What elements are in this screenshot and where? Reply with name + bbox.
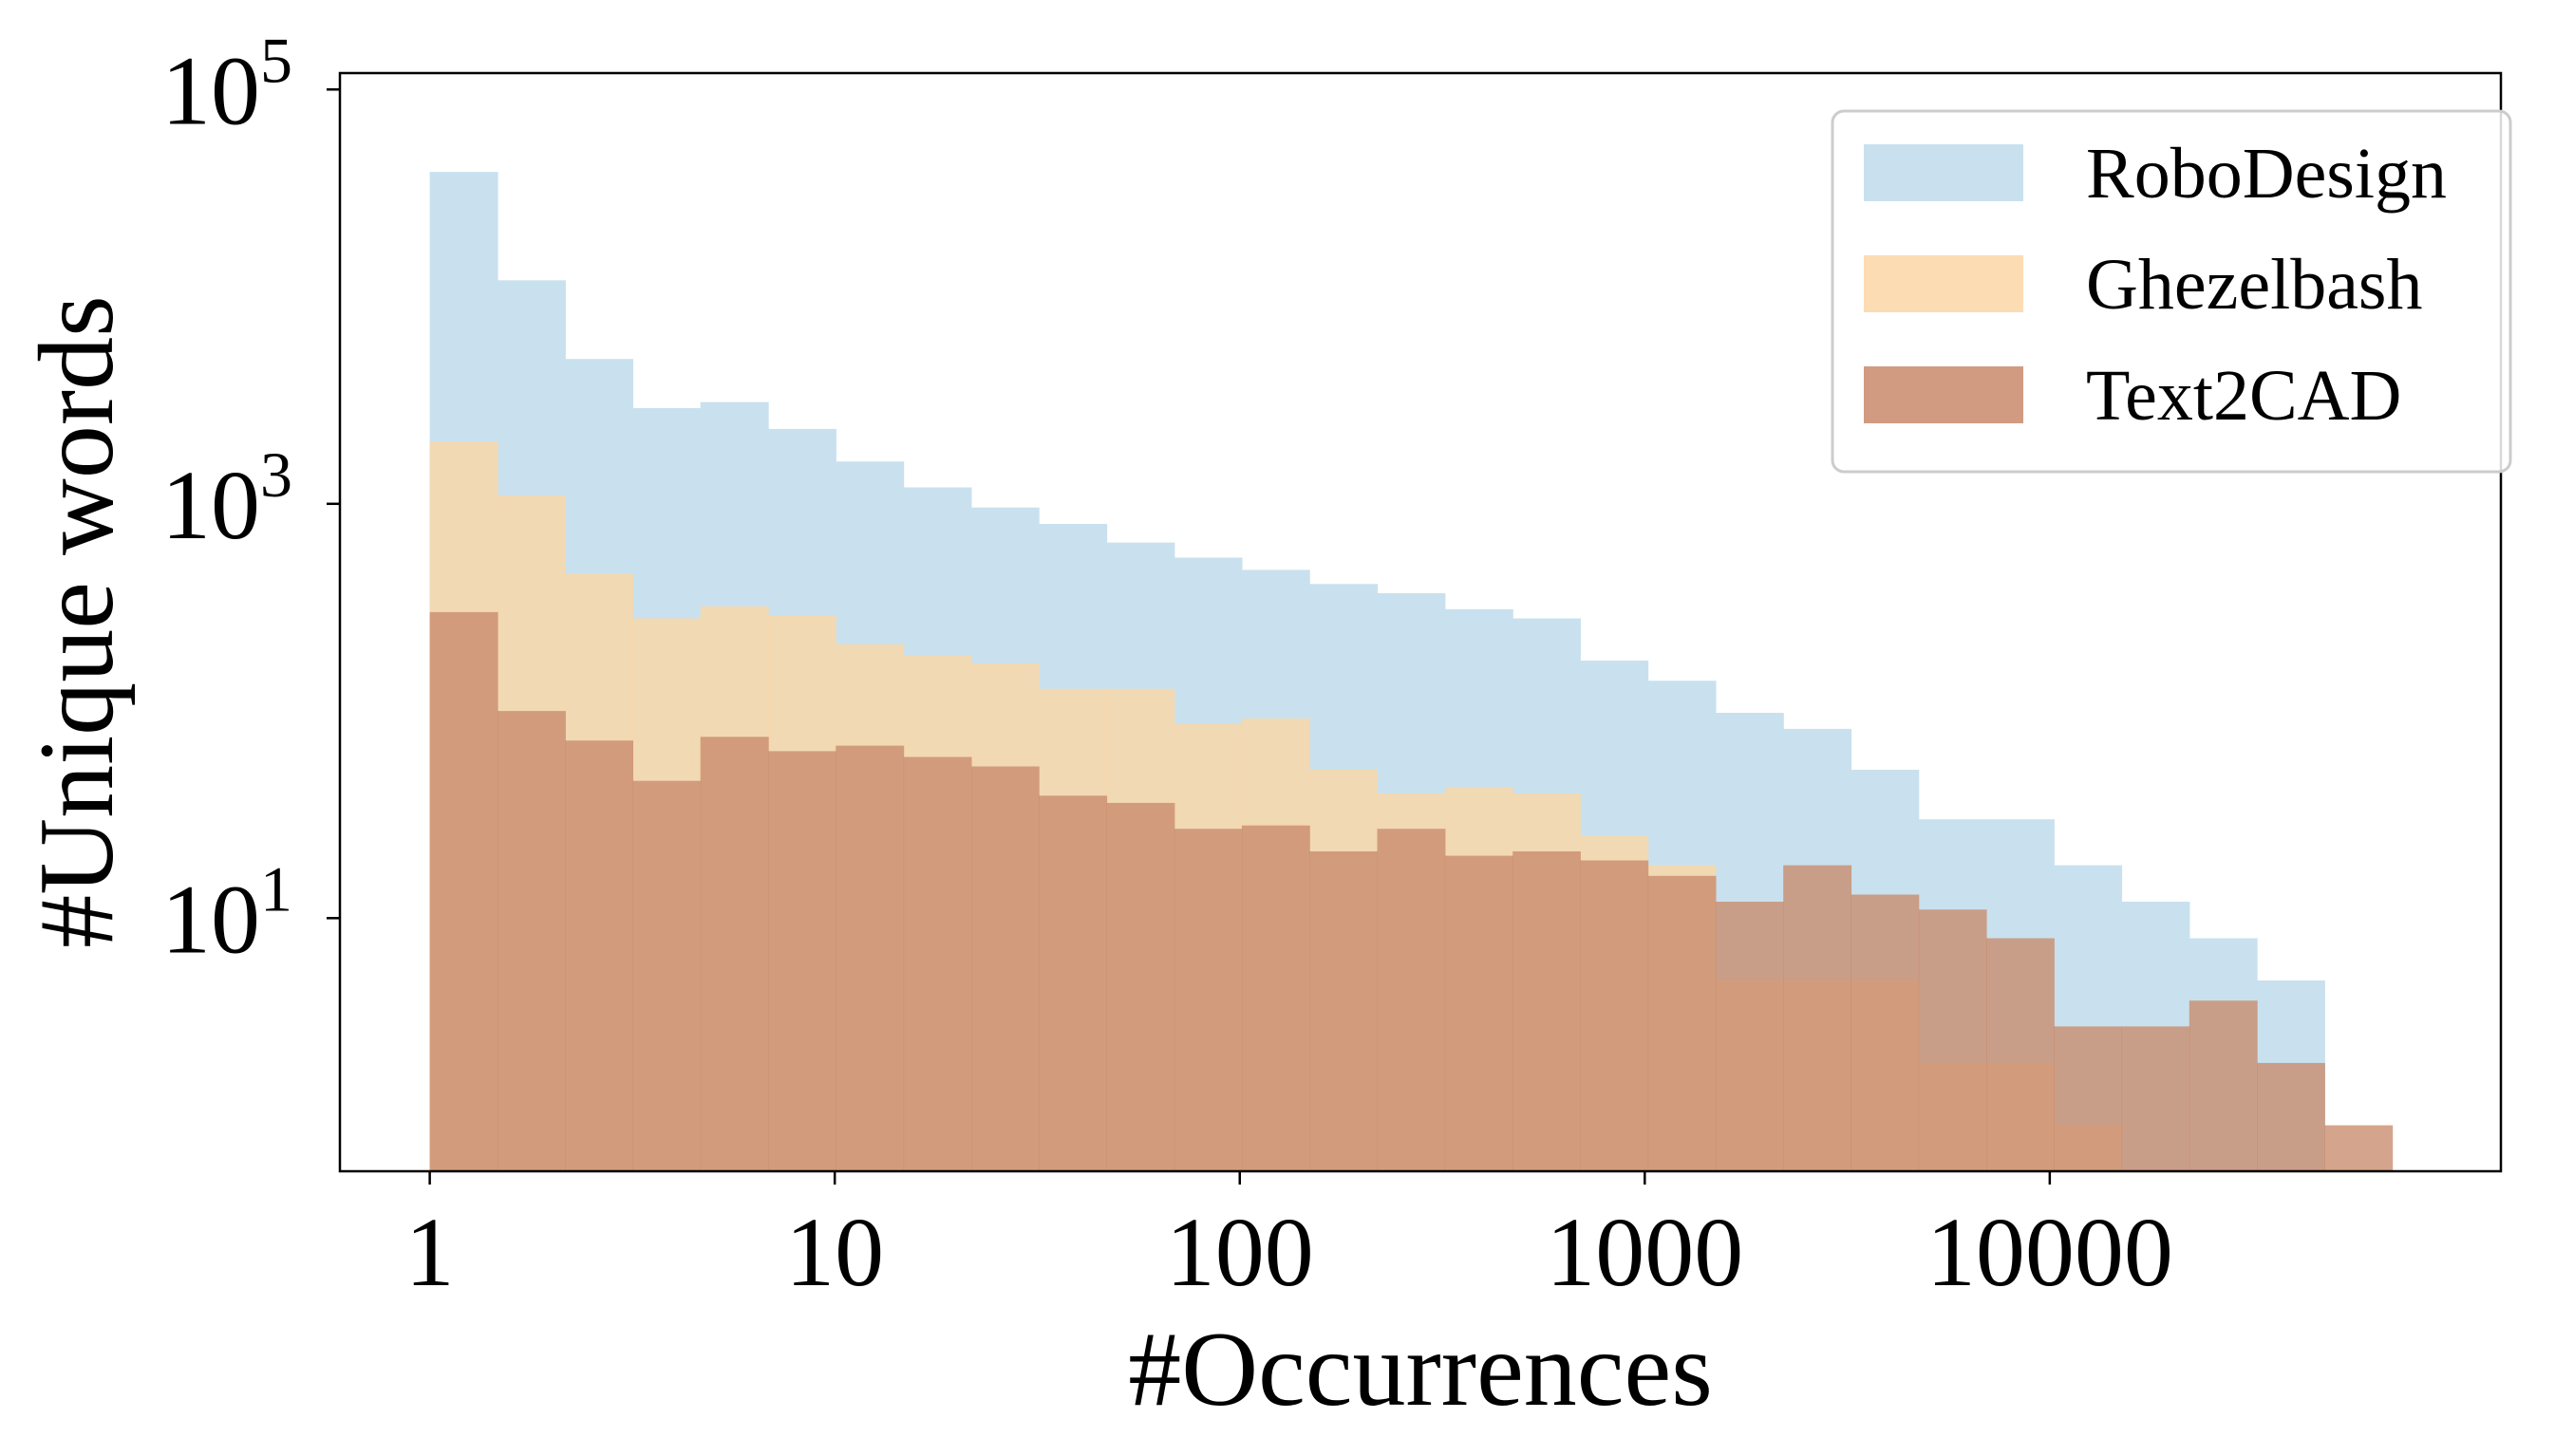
x-tick-label-1: 10 (785, 1198, 884, 1307)
bar-text2cad-22 (1918, 909, 1987, 1171)
bar-text2cad-14 (1377, 829, 1446, 1171)
legend-label-ghezelbash: Ghezelbash (2086, 245, 2423, 325)
bar-text2cad-19 (1715, 902, 1784, 1171)
legend: RoboDesign Ghezelbash Text2CAD (1831, 109, 2512, 474)
legend-label-text2cad: Text2CAD (2086, 356, 2401, 436)
x-tick-label-0: 1 (405, 1198, 455, 1307)
x-tick-label-2: 100 (1166, 1198, 1314, 1307)
legend-swatch-ghezelbash (1864, 255, 2023, 312)
series-text2cad-bars (429, 611, 2394, 1171)
bar-text2cad-15 (1444, 855, 1513, 1171)
legend-swatch-text2cad (1864, 366, 2023, 423)
bar-text2cad-28 (2324, 1125, 2394, 1171)
bar-text2cad-2 (565, 740, 633, 1171)
bar-text2cad-7 (903, 756, 972, 1171)
y-axis-label: #Unique words (18, 295, 136, 947)
bar-text2cad-25 (2121, 1026, 2190, 1171)
bar-text2cad-23 (1986, 938, 2055, 1171)
bar-text2cad-11 (1174, 829, 1243, 1171)
plot-area-frame (338, 71, 2503, 1173)
bar-text2cad-21 (1851, 894, 1920, 1171)
histogram-bars (429, 172, 2394, 1172)
x-tick-label-3: 1000 (1546, 1198, 1743, 1307)
bar-text2cad-18 (1647, 875, 1717, 1171)
bar-text2cad-4 (700, 737, 769, 1171)
bar-text2cad-12 (1241, 825, 1310, 1171)
y-tick-label-2: 105 (161, 24, 292, 145)
bar-text2cad-24 (2054, 1026, 2123, 1171)
bar-text2cad-0 (429, 611, 498, 1171)
x-axis-label: #Occurrences (1128, 1311, 1713, 1428)
bar-text2cad-10 (1106, 802, 1175, 1171)
bar-text2cad-27 (2257, 1062, 2325, 1171)
y-axis-ticks: 101 103 105 (161, 24, 340, 974)
bar-text2cad-8 (970, 766, 1040, 1171)
bar-text2cad-26 (2189, 1000, 2258, 1171)
legend-items: RoboDesign Ghezelbash Text2CAD (1864, 134, 2447, 436)
x-axis-ticks: 1 10 100 1000 10000 (405, 1171, 2173, 1307)
y-tick-label-0: 101 (161, 852, 292, 974)
legend-swatch-robodesign (1864, 144, 2023, 201)
bar-text2cad-9 (1039, 795, 1108, 1171)
bar-text2cad-20 (1783, 865, 1852, 1171)
x-tick-label-4: 10000 (1926, 1198, 2173, 1307)
bar-text2cad-1 (498, 711, 566, 1171)
bar-text2cad-16 (1512, 851, 1581, 1171)
bar-text2cad-13 (1309, 851, 1379, 1171)
bar-text2cad-5 (768, 751, 836, 1171)
bar-text2cad-17 (1580, 860, 1649, 1171)
bar-text2cad-3 (632, 780, 702, 1171)
bar-text2cad-6 (836, 745, 905, 1171)
legend-label-robodesign: RoboDesign (2086, 134, 2447, 214)
y-tick-label-1: 103 (161, 439, 292, 560)
